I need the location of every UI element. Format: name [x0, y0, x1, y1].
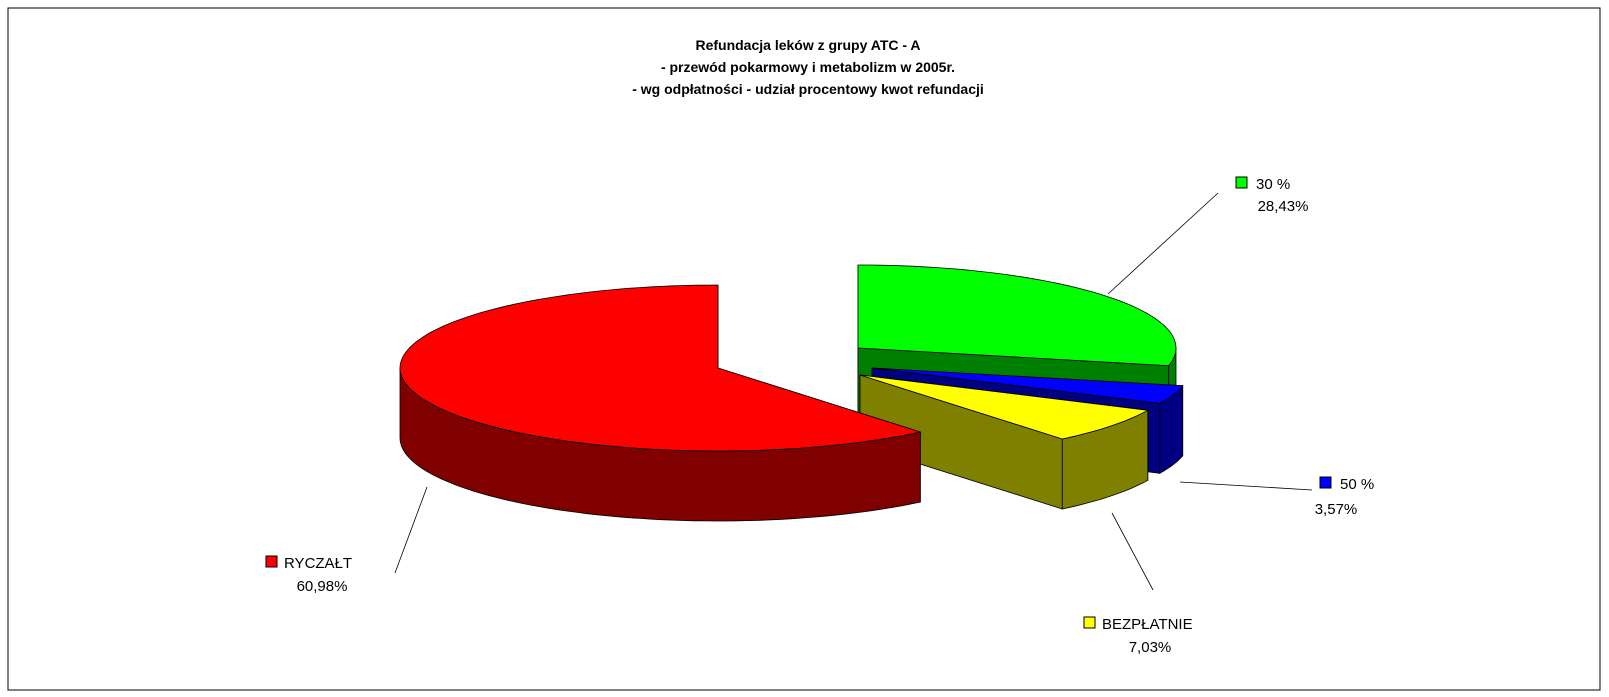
- legend-swatch: [1319, 476, 1332, 489]
- slice-name: RYCZAŁT: [284, 555, 352, 572]
- leader-line: [1107, 192, 1219, 295]
- chart-title: Refundacja leków z grupy ATC - A: [695, 37, 920, 53]
- slice-name: BEZPŁATNIE: [1102, 616, 1193, 633]
- legend-swatch: [1083, 616, 1096, 629]
- value-label: 3,57%: [1315, 501, 1358, 518]
- legend-swatch: [265, 555, 278, 568]
- value-label: 60,98%: [297, 578, 348, 595]
- legend-swatch: [1235, 176, 1248, 189]
- slice-name: 50 %: [1340, 476, 1374, 493]
- slice: [857, 264, 1177, 367]
- slice: [859, 374, 1150, 440]
- slice-name: 30 %: [1256, 176, 1290, 193]
- leader-line: [394, 486, 428, 574]
- slice: [399, 284, 922, 452]
- value-label: 7,03%: [1129, 639, 1172, 656]
- leader-line: [1111, 512, 1154, 591]
- slice: [871, 367, 1184, 404]
- chart-title: - wg odpłatności - udział procentowy kwo…: [632, 81, 984, 97]
- value-label: 28,43%: [1258, 198, 1309, 215]
- chart-title: - przewód pokarmowy i metabolizm w 2005r…: [661, 59, 955, 75]
- chart-frame: [7, 7, 1601, 691]
- leader-line: [1179, 481, 1313, 491]
